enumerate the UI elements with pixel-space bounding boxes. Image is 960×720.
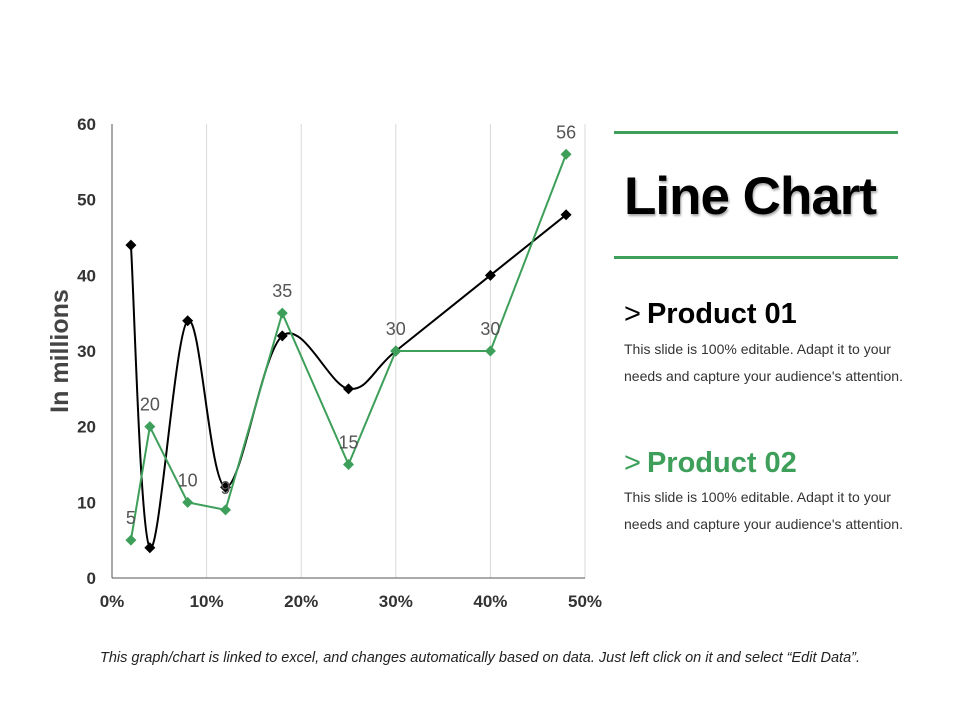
data-label: 56	[556, 122, 576, 142]
data-point-marker	[125, 534, 137, 546]
x-tick-label: 20%	[284, 592, 318, 611]
data-point-marker	[560, 148, 572, 160]
slide-title: Line Chart	[624, 167, 877, 226]
data-point-marker	[125, 239, 137, 251]
data-point-marker	[220, 481, 232, 493]
x-tick-label: 50%	[568, 592, 602, 611]
y-tick-label: 40	[77, 266, 96, 285]
series-line-1	[129, 214, 567, 549]
data-point-marker	[276, 307, 288, 319]
y-axis-label: In millions	[46, 289, 74, 413]
product-02-name: Product 02	[646, 447, 797, 479]
data-label: 5	[126, 508, 136, 528]
data-label: 30	[480, 319, 500, 339]
chevron-right-icon: >	[624, 298, 641, 330]
data-point-marker	[484, 269, 496, 281]
data-point-marker	[560, 209, 572, 221]
data-point-marker	[390, 345, 402, 357]
x-tick-label: 0%	[100, 592, 125, 611]
data-point-marker	[144, 542, 156, 554]
data-label: 30	[386, 319, 406, 339]
y-tick-label: 30	[77, 342, 96, 361]
y-tick-label: 20	[77, 418, 96, 437]
data-point-marker	[276, 330, 288, 342]
y-tick-label: 60	[77, 115, 96, 134]
data-point-marker	[182, 315, 194, 327]
x-tick-label: 30%	[379, 592, 413, 611]
product-02-heading: > Product 02	[624, 447, 797, 480]
data-point-marker	[343, 383, 354, 395]
line-chart: 0% 10% 20% 30% 40% 50% 0 10 20 30 40 50 60 In million…	[46, 115, 602, 611]
data-label: 9	[221, 478, 231, 498]
x-tick-label: 40%	[473, 592, 507, 611]
title-rule-top	[614, 131, 898, 134]
data-label: 20	[140, 395, 160, 415]
data-point-marker	[484, 345, 496, 357]
data-label: 35	[272, 281, 292, 301]
title-rule-bottom	[614, 256, 898, 259]
product-01-description: This slide is 100% editable. Adapt it to…	[624, 341, 903, 384]
product-01-name: Product 01	[646, 298, 797, 330]
data-point-marker	[144, 421, 156, 433]
chevron-right-icon: >	[624, 447, 641, 479]
data-label: 10	[178, 470, 198, 490]
x-tick-label: 10%	[190, 592, 224, 611]
product-02-description: This slide is 100% editable. Adapt it to…	[624, 489, 903, 532]
data-label: 15	[338, 433, 358, 453]
data-point-marker	[343, 459, 354, 470]
footer-note: This graph/chart is linked to excel, and…	[99, 650, 861, 666]
y-tick-label: 50	[77, 191, 96, 210]
product-01-heading: > Product 01	[624, 298, 797, 331]
data-point-marker	[182, 496, 194, 508]
y-tick-label: 10	[77, 493, 96, 512]
y-tick-label: 0	[87, 569, 96, 588]
data-point-marker	[220, 504, 232, 516]
